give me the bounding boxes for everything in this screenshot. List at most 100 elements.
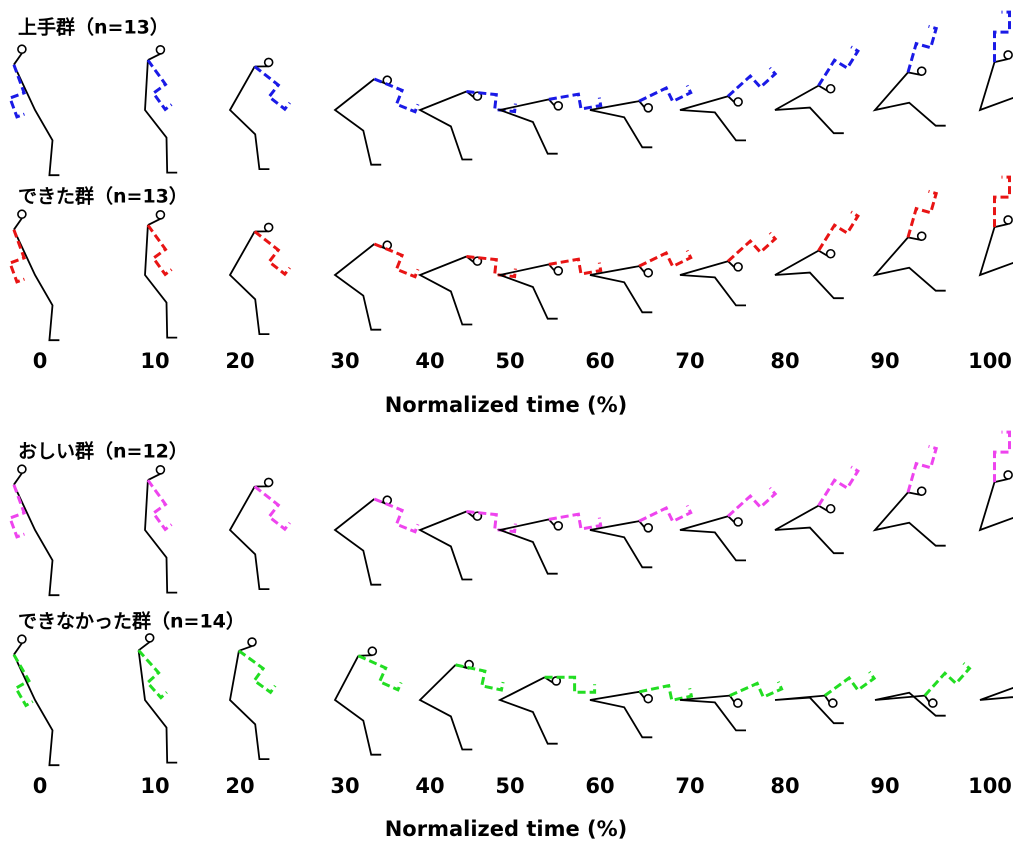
- arm-dashed: [823, 671, 877, 697]
- arm-dashed: [726, 486, 778, 518]
- head: [17, 209, 27, 220]
- body-line: [589, 100, 653, 149]
- arm-dashed: [8, 484, 27, 539]
- stick-figure: [228, 57, 291, 171]
- time-tick: 50: [495, 774, 524, 798]
- stick-figure: [144, 465, 178, 594]
- stick-figure: [229, 637, 277, 760]
- arm-dashed: [146, 479, 173, 532]
- head: [825, 83, 836, 94]
- arm-dashed: [548, 512, 603, 531]
- time-tick: 60: [585, 349, 614, 373]
- arm-dashed: [146, 224, 173, 277]
- arm-dashed: [544, 675, 597, 694]
- body-line: [496, 263, 558, 320]
- neck: [13, 217, 23, 231]
- head: [1003, 215, 1013, 225]
- neck: [147, 52, 161, 61]
- body-line: [333, 78, 382, 166]
- body-line: [13, 484, 60, 597]
- stick-figure: [872, 444, 946, 547]
- body-line: [418, 664, 473, 751]
- head: [1003, 470, 1013, 480]
- body-line: [229, 650, 270, 760]
- body-line: [589, 520, 653, 569]
- stick-figure: [589, 504, 693, 569]
- stick-figure: [589, 84, 693, 149]
- stick-figure: [417, 510, 517, 581]
- arm-dashed: [146, 59, 173, 112]
- time-tick: 20: [225, 774, 254, 798]
- body-line: [417, 90, 473, 161]
- arm-dashed: [638, 504, 693, 524]
- body-line: [144, 480, 178, 594]
- head: [928, 698, 938, 708]
- stick-figure: [12, 634, 60, 767]
- head: [733, 97, 743, 107]
- stick-figure: [228, 222, 291, 336]
- head: [263, 222, 274, 233]
- body-line: [679, 515, 746, 562]
- head: [155, 45, 166, 55]
- stick-figure: [8, 209, 60, 342]
- arm-dashed: [466, 90, 517, 114]
- stick-figure: [774, 210, 860, 300]
- body-line: [872, 491, 946, 547]
- neck: [994, 58, 1009, 64]
- arm-dashed: [8, 64, 27, 119]
- body-line: [872, 236, 946, 292]
- head: [17, 44, 27, 55]
- body-line: [679, 260, 746, 307]
- stick-figure: [8, 44, 60, 177]
- time-tick: 100: [968, 349, 1012, 373]
- arm-dashed: [817, 210, 860, 252]
- body-line: [137, 650, 178, 764]
- arm-dashed: [373, 242, 420, 279]
- stick-figure: [589, 683, 694, 739]
- arm-dashed: [906, 444, 939, 493]
- x-axis-label: Normalized time (%): [385, 817, 628, 841]
- stick-figure: [872, 24, 946, 127]
- time-tick: 30: [330, 774, 359, 798]
- time-tick: 0: [33, 349, 48, 373]
- time-tick: 40: [415, 774, 444, 798]
- arm-dashed: [357, 654, 403, 692]
- body-line: [589, 265, 653, 314]
- body-line: [228, 231, 270, 336]
- arm-dashed: [923, 662, 972, 697]
- time-tick: 100: [968, 774, 1012, 798]
- neck: [13, 642, 23, 656]
- body-line: [417, 510, 473, 581]
- time-tick: 90: [870, 774, 899, 798]
- arm-dashed: [253, 485, 291, 532]
- head: [553, 266, 564, 276]
- stick-figure: [417, 90, 517, 161]
- arm-dashed: [993, 430, 1011, 483]
- arm-dashed: [817, 45, 860, 87]
- time-tick: 80: [770, 349, 799, 373]
- time-tick: 30: [330, 349, 359, 373]
- arm-dashed: [253, 230, 291, 277]
- stick-figure: [679, 231, 778, 307]
- body-line: [417, 255, 473, 326]
- stick-figure: [774, 671, 877, 725]
- body-line: [978, 61, 1013, 112]
- neck: [994, 478, 1009, 484]
- stick-figure: [872, 189, 946, 292]
- arm-dashed: [638, 683, 694, 703]
- time-tick: 0: [33, 774, 48, 798]
- stick-figure: [978, 175, 1013, 277]
- body-line: [13, 64, 60, 177]
- arm-dashed: [466, 255, 517, 279]
- stick-figure: [496, 257, 603, 320]
- arm-dashed: [726, 231, 778, 263]
- arm-dashed: [373, 497, 420, 534]
- stick-figure: [978, 10, 1013, 112]
- stick-figure: [418, 659, 505, 751]
- stick-figure: [679, 486, 778, 562]
- stick-figure: [144, 45, 178, 174]
- arm-dashed: [548, 92, 603, 111]
- arm-dashed: [817, 465, 860, 507]
- arm-dashed: [726, 66, 778, 98]
- arm-dashed: [993, 10, 1011, 63]
